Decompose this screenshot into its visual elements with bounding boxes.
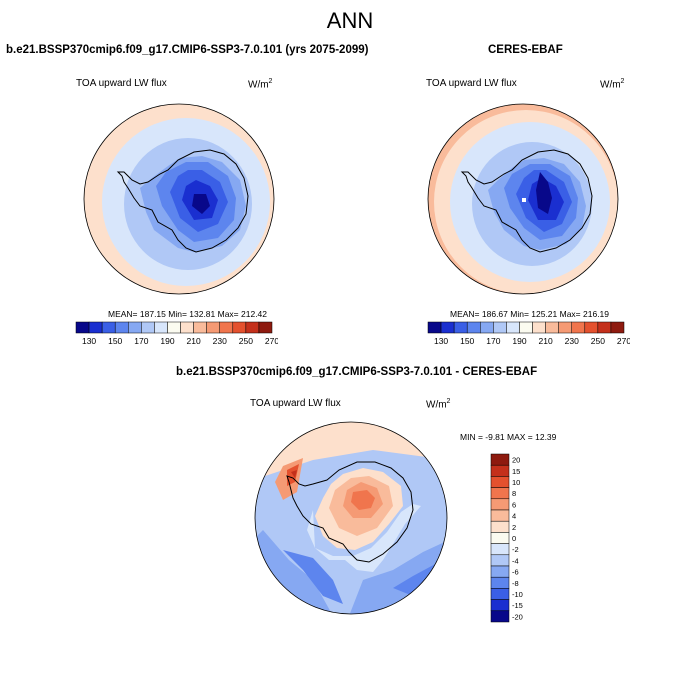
colorbar-tick-label: 150: [460, 336, 474, 346]
colorbar-swatch: [141, 321, 155, 334]
colorbar-swatch: [490, 599, 510, 612]
colorbar-swatch: [232, 321, 247, 334]
colorbar-swatch: [245, 321, 260, 334]
colorbar-swatch: [180, 321, 194, 334]
colorbar-swatch: [490, 498, 510, 511]
colorbar-swatch: [206, 321, 220, 334]
colorbar-swatch: [75, 321, 90, 334]
colorbar-swatch: [490, 476, 510, 488]
panel1-stats: MEAN= 187.15 Min= 132.81 Max= 212.42: [108, 309, 268, 319]
panel1-map: [83, 103, 275, 295]
colorbar-swatch: [490, 588, 510, 600]
colorbar-swatch: [532, 321, 546, 334]
colorbar-tick-label: 20: [512, 456, 520, 465]
colorbar-tick-label: 230: [213, 336, 227, 346]
panel1-colorbar: 130 150 170 190 210 230 250 270: [75, 321, 278, 346]
colorbar-tick-label: 0: [512, 534, 516, 543]
colorbar-swatch: [466, 321, 481, 334]
colorbar-tick-label: 8: [512, 489, 516, 498]
colorbar-swatch: [440, 321, 455, 334]
colorbar-tick-label: 230: [565, 336, 579, 346]
colorbar-swatch: [519, 321, 533, 334]
colorbar-swatch: [219, 321, 234, 334]
panel3-map: [254, 421, 448, 615]
colorbar-swatch: [427, 321, 442, 334]
colorbar-swatch: [88, 321, 103, 334]
colorbar-swatch: [490, 554, 510, 567]
colorbar-swatch: [571, 321, 586, 334]
panel2-units: W/m2: [600, 78, 625, 91]
panel2-variable: TOA upward LW flux: [426, 78, 517, 89]
colorbar-tick-label: -20: [512, 612, 523, 621]
colorbar-tick-label: 15: [512, 467, 520, 476]
colorbar-tick-label: -8: [512, 579, 519, 588]
panel1-units: W/m2: [248, 78, 273, 91]
colorbar-tick-label: 2: [512, 523, 516, 532]
colorbar-tick-label: 130: [434, 336, 448, 346]
colorbar-tick-label: 210: [187, 336, 201, 346]
panel3-variable: TOA upward LW flux: [250, 398, 341, 409]
panel2-title: CERES-EBAF: [488, 44, 563, 56]
colorbar-tick-label: 190: [512, 336, 526, 346]
colorbar-tick-label: -2: [512, 545, 519, 554]
colorbar-swatch: [506, 321, 520, 334]
colorbar-swatch: [545, 321, 559, 334]
colorbar-tick-label: 250: [591, 336, 605, 346]
colorbar-swatch: [490, 576, 510, 589]
colorbar-tick-label: 270: [265, 336, 278, 346]
panel2-stats: MEAN= 186.67 Min= 125.21 Max= 216.19: [450, 309, 610, 319]
colorbar-tick-label: 170: [134, 336, 148, 346]
colorbar-swatch: [493, 321, 507, 334]
colorbar-tick-label: -10: [512, 590, 523, 599]
colorbar-swatch: [167, 321, 181, 334]
colorbar-tick-label: 6: [512, 500, 516, 509]
panel3-stats: MIN = -9.81 MAX = 12.39: [460, 432, 557, 442]
panel1-title: b.e21.BSSP370cmip6.f09_g17.CMIP6-SSP3-7.…: [6, 44, 369, 56]
colorbar-swatch: [584, 321, 599, 334]
colorbar-swatch: [101, 321, 116, 334]
panel1-variable: TOA upward LW flux: [76, 78, 167, 89]
colorbar-tick-label: 270: [617, 336, 630, 346]
colorbar-swatch: [490, 487, 510, 500]
colorbar-swatch: [490, 453, 510, 466]
page-title: ANN: [326, 8, 374, 33]
colorbar-swatch: [154, 321, 168, 334]
colorbar-swatch: [480, 321, 494, 334]
colorbar-swatch: [597, 321, 612, 334]
colorbar-swatch: [490, 509, 510, 522]
panel3-title: b.e21.BSSP370cmip6.f09_g17.CMIP6-SSP3-7.…: [176, 366, 538, 378]
colorbar-tick-label: 4: [512, 512, 516, 521]
colorbar-tick-label: 150: [108, 336, 122, 346]
panel2-colorbar: 130 150 170 190 210 230 250 270: [427, 321, 630, 346]
colorbar-swatch: [453, 321, 468, 334]
colorbar-tick-label: 190: [160, 336, 174, 346]
panel2-map: [427, 103, 619, 295]
colorbar-swatch: [490, 464, 510, 477]
colorbar-tick-label: 250: [239, 336, 253, 346]
colorbar-swatch: [193, 321, 207, 334]
colorbar-swatch: [128, 321, 142, 334]
colorbar-tick-label: -6: [512, 568, 519, 577]
colorbar-tick-label: 10: [512, 478, 520, 487]
colorbar-swatch: [610, 321, 625, 334]
colorbar-swatch: [490, 543, 510, 556]
colorbar-swatch: [258, 321, 273, 334]
colorbar-swatch: [490, 610, 510, 623]
colorbar-swatch: [490, 565, 510, 578]
colorbar-tick-label: -4: [512, 556, 519, 565]
colorbar-tick-label: -15: [512, 601, 523, 610]
colorbar-swatch: [490, 532, 510, 544]
panel3-units: W/m2: [426, 398, 451, 411]
colorbar-tick-label: 170: [486, 336, 500, 346]
colorbar-swatch: [114, 321, 129, 334]
colorbar-tick-label: 210: [539, 336, 553, 346]
colorbar-tick-label: 130: [82, 336, 96, 346]
colorbar-swatch: [558, 321, 572, 334]
colorbar-swatch: [490, 520, 510, 533]
